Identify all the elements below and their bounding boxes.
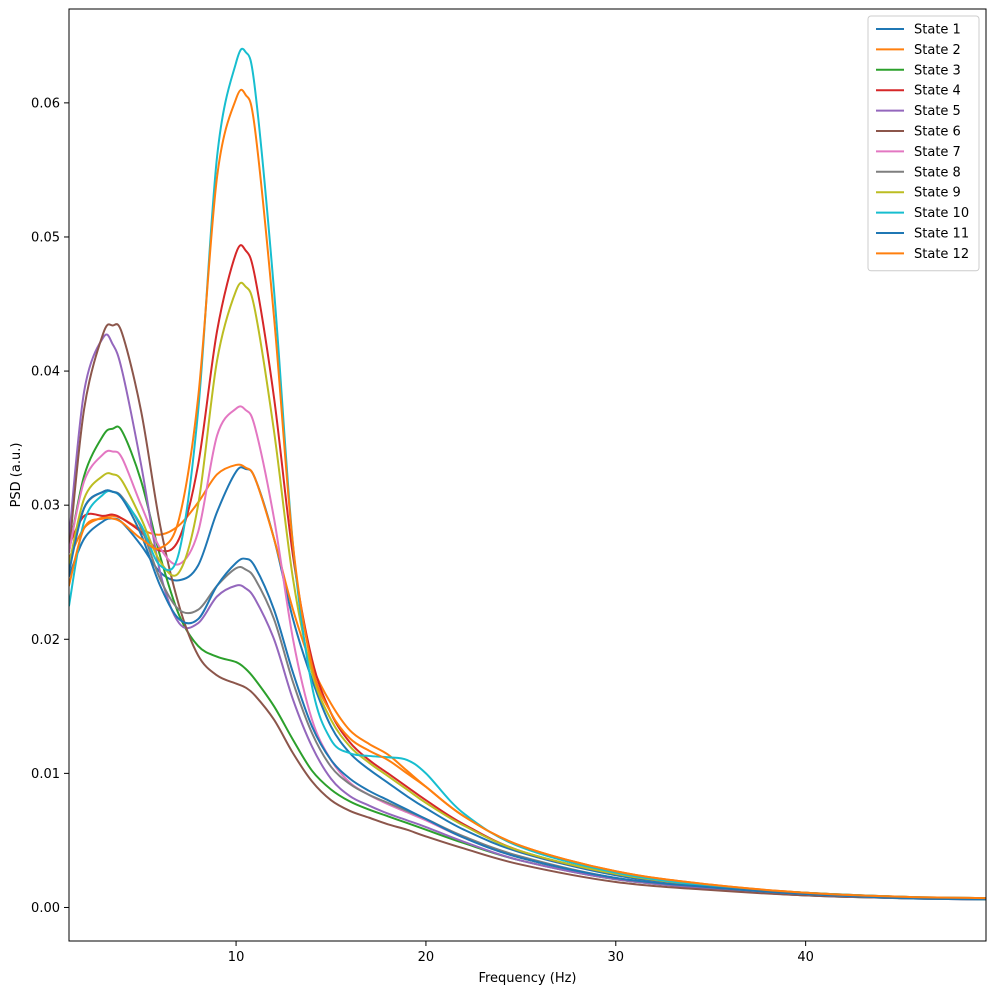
series-line-state-12 <box>69 88 986 900</box>
legend-label: State 3 <box>914 63 961 78</box>
y-tick-label: 0.00 <box>31 901 60 916</box>
legend-label: State 5 <box>914 104 961 119</box>
y-tick-label: 0.02 <box>31 633 60 648</box>
legend-label: State 6 <box>914 125 961 140</box>
x-axis: 10 20 30 40 <box>228 941 814 965</box>
y-tick-label: 0.01 <box>31 767 60 782</box>
series-line-state-5 <box>69 333 986 901</box>
x-tick-label: 10 <box>228 950 245 965</box>
y-axis-label: PSD (a.u.) <box>9 443 24 508</box>
legend-box <box>867 15 980 272</box>
legend-label: State 10 <box>914 206 969 221</box>
legend: State 1 State 2 State 3 State 4 State 5 State… <box>867 15 980 272</box>
x-tick-label: 20 <box>418 950 435 965</box>
legend-label: State 8 <box>914 165 961 180</box>
legend-label: State 11 <box>914 227 969 242</box>
legend-label: State 12 <box>914 247 969 262</box>
y-tick-label: 0.05 <box>31 230 60 245</box>
series-line-state-11 <box>69 489 986 901</box>
series-line-state-9 <box>69 281 986 901</box>
x-tick-label: 40 <box>797 950 814 965</box>
x-tick-label: 30 <box>608 950 625 965</box>
series-line-state-6 <box>69 323 986 901</box>
legend-label: State 9 <box>914 186 961 201</box>
y-tick-label: 0.03 <box>31 499 60 514</box>
legend-label: State 4 <box>914 84 961 99</box>
series-line-state-1 <box>69 466 986 901</box>
y-axis: 0.00 0.01 0.02 0.03 0.04 0.05 0.06 <box>31 96 69 916</box>
y-tick-label: 0.04 <box>31 365 60 380</box>
legend-label: State 2 <box>914 43 961 58</box>
axes-frame <box>68 8 987 942</box>
x-axis-label: Frequency (Hz) <box>478 971 576 986</box>
legend-label: State 7 <box>914 145 961 160</box>
legend-label: State 1 <box>914 23 961 38</box>
y-tick-label: 0.06 <box>31 96 60 111</box>
plot-area <box>69 47 986 901</box>
